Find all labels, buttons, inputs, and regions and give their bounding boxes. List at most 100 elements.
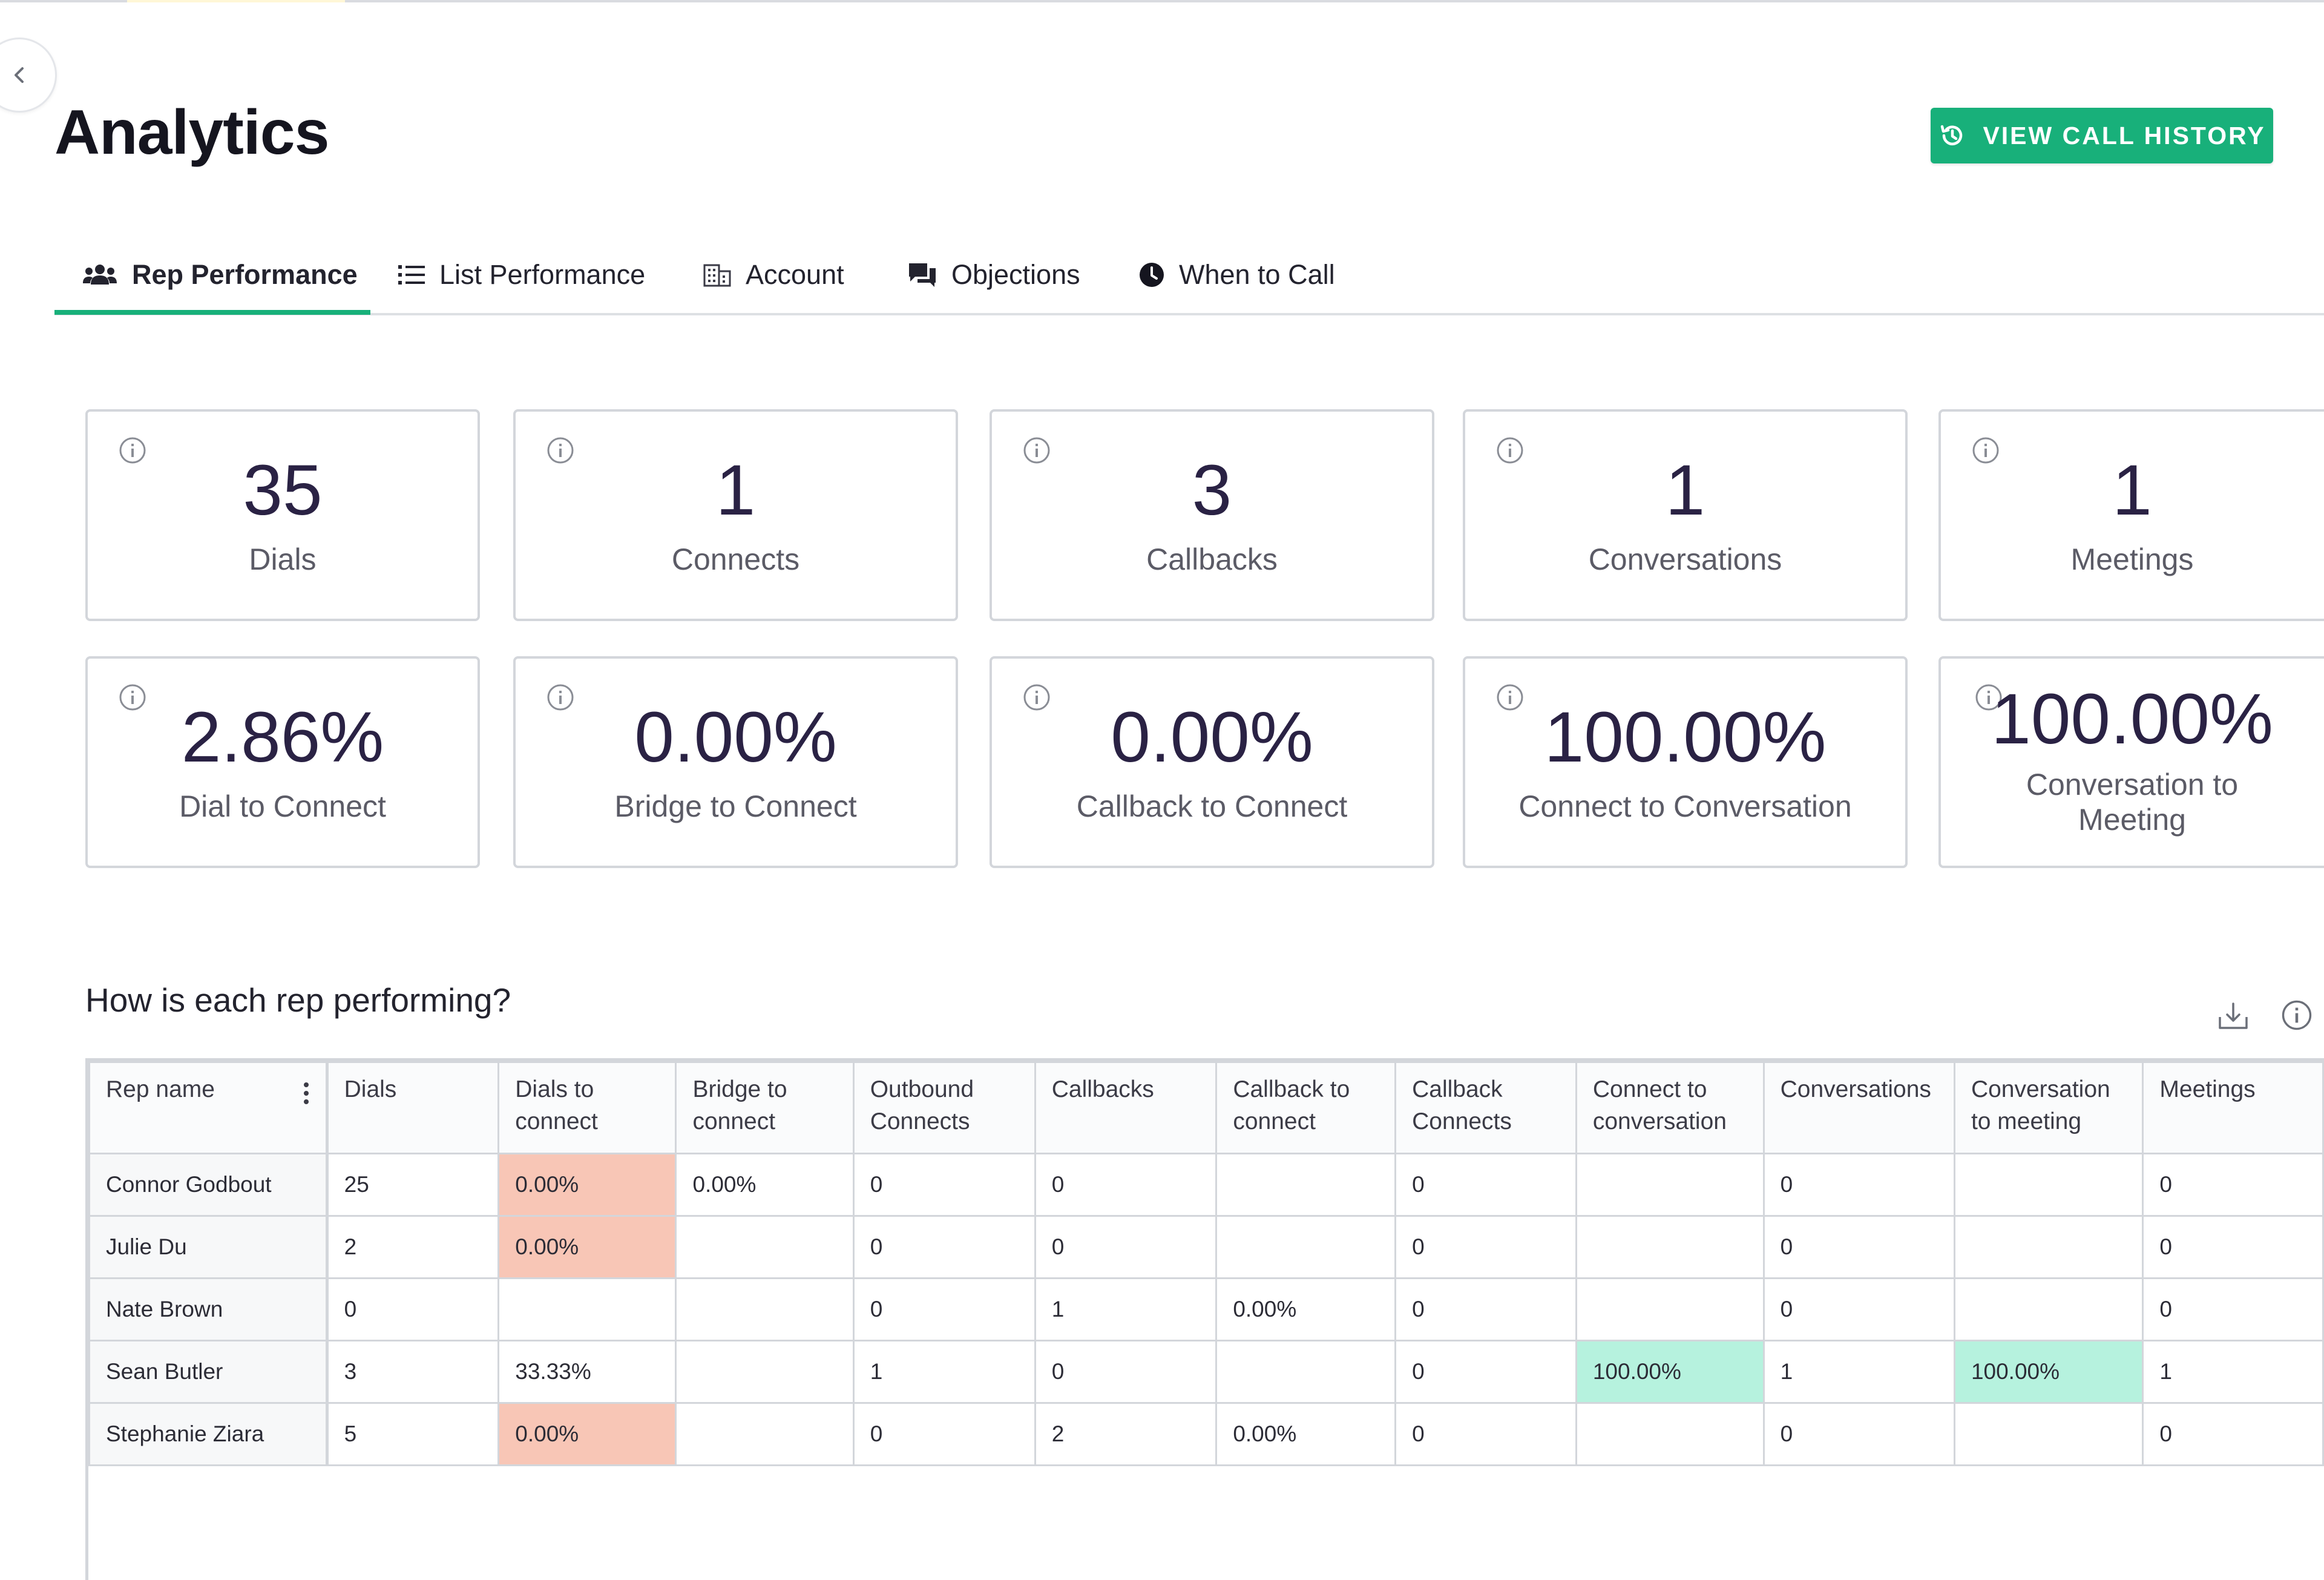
column-header[interactable]: Dials to connect [497, 1061, 677, 1154]
table-cell: 1 [1034, 1277, 1218, 1341]
table-cell: 0 [852, 1153, 1036, 1217]
info-icon[interactable] [1495, 436, 1525, 465]
table-cell [1575, 1402, 1765, 1466]
table-cell: 0 [1762, 1215, 1955, 1279]
column-header-label: Dials [344, 1076, 397, 1102]
column-header[interactable]: Meetings [2142, 1061, 2324, 1154]
analytics-tabs: Rep Performance List Performance Account… [54, 235, 2324, 315]
table-cell: 0 [1762, 1402, 1955, 1466]
column-header[interactable]: Callback Connects [1394, 1061, 1577, 1154]
tab-label: Account [746, 259, 844, 290]
column-header[interactable]: Connect to conversation [1575, 1061, 1765, 1154]
view-call-history-button[interactable]: VIEW CALL HISTORY [1931, 108, 2273, 163]
stat-label: Meetings [2070, 542, 2194, 576]
list-icon [398, 265, 425, 285]
stat-card-dials: 35 Dials [85, 409, 480, 621]
download-icon[interactable] [2216, 999, 2250, 1033]
table-row[interactable]: Nate Brown 0 0 1 0.00% 0 0 0 [88, 1277, 2324, 1341]
info-icon[interactable] [1974, 683, 2003, 712]
stat-value: 2.86% [181, 697, 384, 777]
column-header[interactable]: Rep name [88, 1061, 329, 1154]
table-cell: 5 [326, 1402, 500, 1466]
table-cell: 0 [2142, 1277, 2324, 1341]
tab-label: Objections [951, 259, 1080, 290]
info-icon[interactable] [118, 683, 147, 712]
table-row[interactable]: Connor Godbout 25 0.00% 0.00% 0 0 0 0 0 [88, 1153, 2324, 1217]
table-cell [1575, 1215, 1765, 1279]
column-header[interactable]: Callbacks [1034, 1061, 1218, 1154]
column-header[interactable]: Dials [326, 1061, 500, 1154]
table-cell: 0 [852, 1402, 1036, 1466]
table-cell [675, 1277, 855, 1341]
info-icon[interactable] [546, 436, 575, 465]
info-icon[interactable] [118, 436, 147, 465]
info-icon[interactable] [1495, 683, 1525, 712]
info-icon[interactable] [1971, 436, 2000, 465]
table-row[interactable]: Stephanie Ziara 5 0.00% 0 2 0.00% 0 0 0 [88, 1402, 2324, 1466]
tab-objections[interactable]: Objections [908, 235, 1080, 315]
table-cell [1953, 1215, 2144, 1279]
table-cell [675, 1402, 855, 1466]
column-header[interactable]: Outbound Connects [852, 1061, 1036, 1154]
table-cell: 1 [1762, 1340, 1955, 1404]
table-cell: 100.00% [1575, 1340, 1765, 1404]
info-icon[interactable] [546, 683, 575, 712]
table-cell [675, 1340, 855, 1404]
rep-name-cell: Stephanie Ziara [88, 1402, 329, 1466]
table-row[interactable]: Sean Butler 3 33.33% 1 0 0 100.00% 1 100.00% 1 [88, 1340, 2324, 1404]
table-cell: 25 [326, 1153, 500, 1217]
info-icon[interactable] [1022, 683, 1051, 712]
column-header[interactable]: Callback to connect [1215, 1061, 1397, 1154]
rep-grid: Rep name Dials Dials to connect Bridge to c… [88, 1061, 2324, 1466]
stat-card-conversation-to-meeting: 100.00% Conversation to Meeting [1938, 656, 2324, 868]
stat-label: Dials [249, 542, 317, 576]
column-header-label: Rep name [106, 1076, 215, 1102]
stat-value: 3 [1192, 450, 1232, 530]
rep-name-cell: Sean Butler [88, 1340, 329, 1404]
chat-icon [909, 263, 936, 287]
table-cell [1215, 1215, 1397, 1279]
table-cell: 0 [2142, 1215, 2324, 1279]
rep-name-cell: Julie Du [88, 1215, 329, 1279]
rep-name-cell: Connor Godbout [88, 1153, 329, 1217]
column-header-label: Connect to conversation [1592, 1076, 1727, 1134]
table-row[interactable]: Julie Du 2 0.00% 0 0 0 0 0 [88, 1215, 2324, 1279]
column-header-label: Callback Connects [1412, 1076, 1512, 1134]
table-cell: 0.00% [1215, 1402, 1397, 1466]
stat-label: Connect to Conversation [1518, 789, 1852, 823]
column-header-label: Conversation to meeting [1971, 1076, 2110, 1134]
back-button[interactable] [0, 38, 57, 113]
tab-label: When to Call [1179, 259, 1335, 290]
chevron-left-icon [15, 67, 24, 83]
info-icon[interactable] [1022, 436, 1051, 465]
stat-value: 35 [243, 450, 323, 530]
stat-value: 1 [1665, 450, 1705, 530]
stat-value: 1 [715, 450, 756, 530]
tab-list-performance[interactable]: List Performance [398, 235, 645, 315]
column-header-label: Meetings [2159, 1076, 2256, 1102]
table-cell: 0.00% [675, 1153, 855, 1217]
column-header[interactable]: Conversations [1762, 1061, 1955, 1154]
table-cell: 0 [326, 1277, 500, 1341]
tab-label: List Performance [439, 259, 646, 290]
table-cell [1953, 1402, 2144, 1466]
column-header-label: Callback to connect [1233, 1076, 1350, 1134]
tab-rep-performance[interactable]: Rep Performance [82, 235, 358, 315]
users-icon [83, 265, 117, 285]
table-cell: 0 [1034, 1153, 1218, 1217]
column-header[interactable]: Bridge to connect [675, 1061, 855, 1154]
tab-label: Rep Performance [132, 259, 358, 290]
tab-when-to-call[interactable]: When to Call [1139, 235, 1335, 315]
tab-account[interactable]: Account [703, 235, 844, 315]
table-cell: 1 [852, 1340, 1036, 1404]
stat-label: Callback to Connect [1076, 789, 1348, 823]
stat-card-dial-to-connect: 2.86% Dial to Connect [85, 656, 480, 868]
column-header[interactable]: Conversation to meeting [1953, 1061, 2144, 1154]
table-cell [497, 1277, 677, 1341]
view-call-history-label: VIEW CALL HISTORY [1983, 121, 2266, 150]
info-icon[interactable] [2280, 999, 2313, 1032]
table-cell: 0 [1034, 1340, 1218, 1404]
table-cell [675, 1215, 855, 1279]
stat-card-connects: 1 Connects [513, 409, 958, 621]
column-menu-icon[interactable] [303, 1080, 310, 1107]
